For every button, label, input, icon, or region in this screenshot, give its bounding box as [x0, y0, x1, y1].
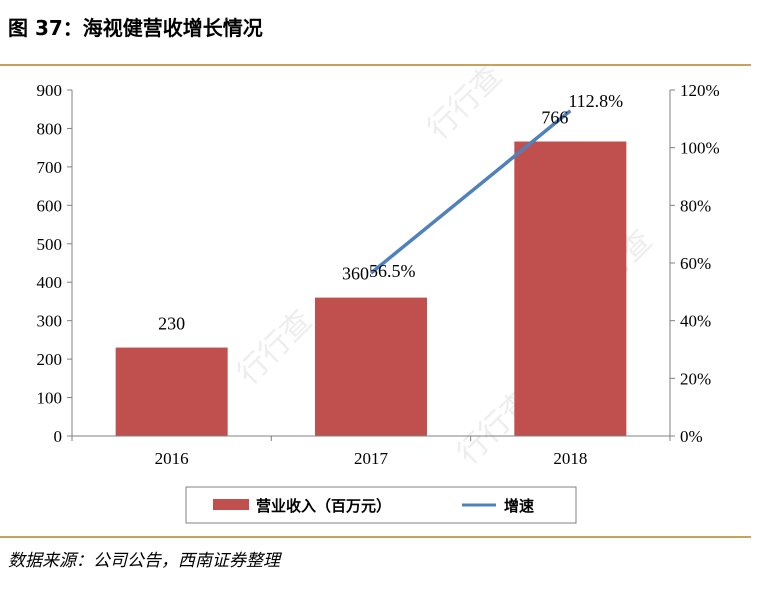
- growth-value-label: 112.8%: [568, 91, 623, 111]
- x-tick-label: 2016: [155, 449, 189, 468]
- legend-bar-swatch: [213, 499, 249, 510]
- y-left-tick-label: 900: [37, 81, 63, 100]
- bar-value-label: 230: [158, 314, 185, 334]
- y-left-tick-label: 0: [54, 427, 63, 446]
- legend-frame: [185, 486, 577, 524]
- y-left-tick-label: 200: [37, 350, 63, 369]
- y-left-tick-label: 600: [37, 196, 63, 215]
- y-right-tick-label: 100%: [680, 139, 720, 158]
- y-right-tick-label: 60%: [680, 254, 711, 273]
- y-left-tick-label: 100: [37, 389, 63, 408]
- plot-area: 0 100 200 300 400 500 600 700 800 900 0% 20% 40% 60% 8…: [37, 81, 720, 468]
- watermark: 行行查: [231, 303, 319, 391]
- y-right-tick-label: 80%: [680, 196, 711, 215]
- legend: 营业收入（百万元） 增速: [185, 486, 577, 524]
- legend-line-label: 增速: [504, 497, 534, 515]
- x-tick-label: 2018: [553, 449, 587, 468]
- bar-value-label: 360: [342, 264, 369, 284]
- y-left-tick-label: 400: [37, 273, 63, 292]
- bottom-rule: [0, 536, 751, 538]
- bar: [115, 347, 228, 436]
- chart: 行行查 行行查 行行查 行行查 010020030040050060070080…: [37, 66, 720, 524]
- y-left-tick-label: 700: [37, 158, 63, 177]
- growth-line: [369, 109, 572, 275]
- y-left-tick-label: 300: [37, 312, 63, 331]
- y-right-tick-label: 120%: [680, 81, 720, 100]
- x-tick-label: 2017: [354, 449, 389, 468]
- source-note: 数据来源：公司公告，西南证券整理: [8, 551, 280, 571]
- y-left-tick-label: 800: [37, 119, 63, 138]
- y-right-tick-label: 20%: [680, 369, 711, 388]
- watermark: 行行查: [421, 66, 509, 147]
- y-right-tick-label: 0%: [680, 427, 703, 446]
- y-left-tick-label: 500: [37, 235, 63, 254]
- bar-value-label: 766: [541, 108, 568, 128]
- bar: [315, 297, 427, 436]
- legend-bar-label: 营业收入（百万元）: [256, 497, 391, 515]
- figure-title: 图 37：海视健营收增长情况: [8, 16, 263, 40]
- top-rule: [0, 64, 751, 66]
- y-right-tick-label: 40%: [680, 312, 711, 331]
- growth-value-label: 56.5%: [369, 261, 416, 281]
- bar: [514, 141, 627, 436]
